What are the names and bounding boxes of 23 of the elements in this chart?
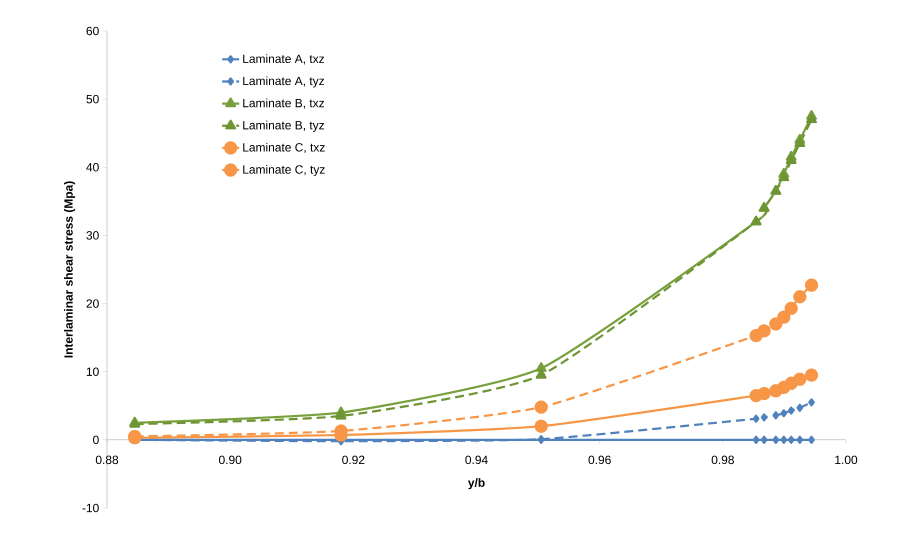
- legend-label: Laminate C, txz: [243, 142, 325, 154]
- y-tick-label: 40: [86, 163, 99, 172]
- y-tick-label: 20: [86, 299, 99, 308]
- y-tick-label: 60: [86, 26, 99, 36]
- x-tick-label: 0.90: [219, 456, 242, 464]
- x-tick-label: 0.94: [465, 456, 488, 464]
- legend-label: Laminate A, tyz: [243, 76, 324, 88]
- legend-label: Laminate A, txz: [243, 54, 324, 64]
- legend-label: Laminate C, tyz: [243, 164, 325, 176]
- y-tick-label: 30: [86, 231, 99, 240]
- x-tick-label: 0.96: [588, 456, 611, 464]
- x-tick-label: 0.88: [96, 456, 118, 464]
- y-tick-label: 0: [93, 436, 99, 444]
- x-tick-label: 1.00: [835, 456, 858, 464]
- x-tick-label: 0.98: [712, 456, 734, 464]
- y-axis-title: Interlaminar shear stress (Mpa): [64, 181, 76, 358]
- y-tick-label: 10: [86, 367, 99, 376]
- y-tick-label: -10: [82, 504, 99, 512]
- x-tick-label: 0.92: [342, 456, 364, 464]
- legend-label: Laminate B, tyz: [243, 120, 324, 132]
- x-axis-title: y/b: [468, 478, 485, 490]
- y-tick-label: 50: [86, 94, 99, 104]
- legend-label: Laminate B, txz: [243, 98, 324, 109]
